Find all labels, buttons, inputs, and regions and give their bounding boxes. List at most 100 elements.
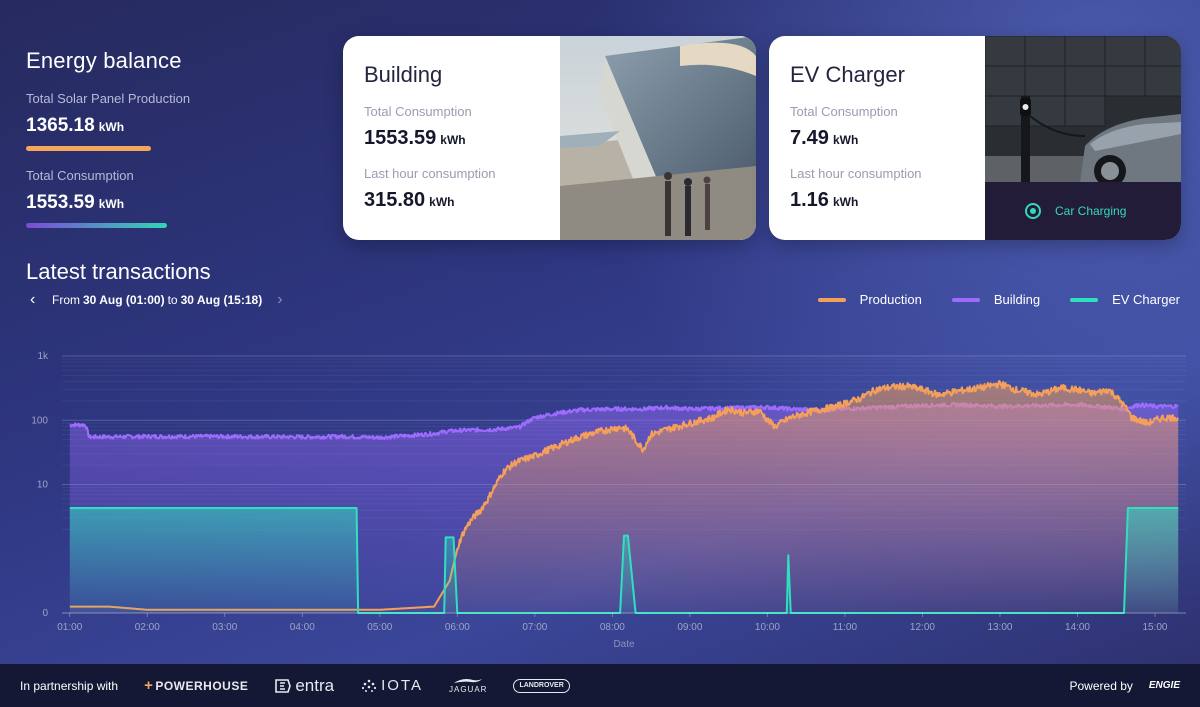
range-from-date: 30 Aug (01:00) <box>83 293 165 307</box>
solar-production-label: Total Solar Panel Production <box>26 91 191 106</box>
x-tick-label: 03:00 <box>212 622 237 633</box>
total-consumption-unit: kWh <box>98 197 125 211</box>
latest-transactions-title: Latest transactions <box>26 259 211 284</box>
building-total-consumption-value: 1553.59 kWh <box>364 127 496 150</box>
legend-swatch-building <box>951 297 980 302</box>
range-to-word: to <box>167 293 178 307</box>
legend-item-ev-charger[interactable]: EV Charger <box>1070 292 1180 307</box>
powered-by-label: Powered by <box>1069 678 1133 693</box>
x-tick-label: 10:00 <box>755 622 780 633</box>
y-tick-label: 100 <box>31 415 48 426</box>
ev-card-body: EV Charger Total Consumption 7.49 kWh Las… <box>790 62 922 212</box>
building-card-body: Building Total Consumption 1553.59 kWh La… <box>364 62 496 212</box>
charging-status-icon <box>1025 203 1041 219</box>
building-hour-unit: kWh <box>429 195 455 209</box>
ev-total-consumption-value: 7.49 kWh <box>790 127 922 150</box>
energy-balance-title: Energy balance <box>26 48 182 73</box>
building-photo <box>560 36 756 240</box>
building-total-number: 1553.59 <box>364 127 437 149</box>
solar-production-number: 1365.18 <box>26 115 95 136</box>
y-tick-label: 10 <box>37 480 49 491</box>
x-tick-label: 05:00 <box>367 622 392 633</box>
x-tick-label: 11:00 <box>833 622 858 633</box>
chevron-left-icon[interactable]: ‹ <box>30 291 36 308</box>
legend-label-building: Building <box>993 292 1041 307</box>
transactions-chart: 0 10 100 1k 01:00 02:00 03:00 04:00 05:00 06:00 07… <box>31 351 1186 650</box>
entra-logo: entra <box>274 676 334 696</box>
car-charging-status: Car Charging <box>985 182 1181 240</box>
series-area-ev <box>69 508 1179 613</box>
x-tick-label: 07:00 <box>522 622 547 633</box>
engie-logo: ENGIE <box>1148 680 1180 691</box>
legend-item-production[interactable]: Production <box>817 292 922 307</box>
iota-logo-text: IOTA <box>381 677 423 694</box>
x-tick-label: 14:00 <box>1065 622 1090 633</box>
x-tick-label: 13:00 <box>987 622 1012 633</box>
total-consumption-value: 1553.59 kWh <box>26 192 316 214</box>
range-from-word: From <box>52 293 80 307</box>
y-tick-label: 0 <box>42 608 48 619</box>
series-area-production <box>69 381 1179 613</box>
building-card-title: Building <box>364 62 443 87</box>
partners-list: In partnership with + POWERHOUSE entra I… <box>20 676 570 696</box>
iota-mark-icon <box>361 679 377 692</box>
land-rover-logo-bottom: ROVER <box>538 681 564 689</box>
series-line-ev <box>69 507 1179 614</box>
legend-label-ev-charger: EV Charger <box>1112 292 1180 307</box>
legend-swatch-ev-charger <box>1070 297 1099 302</box>
ev-hour-unit: kWh <box>832 195 859 209</box>
ev-total-number: 7.49 <box>790 127 829 149</box>
chart-series <box>69 380 1180 614</box>
x-tick-label: 06:00 <box>445 622 470 633</box>
powered-by: Powered by ENGIE <box>1070 679 1181 693</box>
powerhouse-logo: + POWERHOUSE <box>144 677 248 694</box>
jaguar-logo-text: JAGUAR <box>448 685 488 694</box>
iota-logo: IOTA <box>360 677 423 694</box>
chevron-right-icon[interactable]: › <box>277 291 283 308</box>
building-last-hour-value: 315.80 kWh <box>364 189 496 212</box>
x-tick-label: 09:00 <box>677 622 702 633</box>
jaguar-leaper-icon <box>454 679 483 683</box>
building-total-consumption-label: Total Consumption <box>364 104 472 119</box>
entra-logo-text: entra <box>295 675 335 695</box>
solar-production-unit: kWh <box>98 120 125 134</box>
building-card[interactable]: Building Total Consumption 1553.59 kWh La… <box>343 36 756 240</box>
x-axis-label: Date <box>613 639 635 650</box>
chart-axes: 0 10 100 1k 01:00 02:00 03:00 04:00 05:00 06:00 07… <box>31 351 1186 633</box>
partnership-label: In partnership with <box>20 678 119 693</box>
building-total-unit: kWh <box>440 133 466 147</box>
ev-charger-card[interactable]: EV Charger Total Consumption 7.49 kWh Las… <box>769 36 1181 240</box>
legend-label-production: Production <box>859 292 922 307</box>
solar-production-value: 1365.18 kWh <box>26 115 316 137</box>
total-consumption-label: Total Consumption <box>26 168 134 183</box>
ev-charger-photo <box>985 36 1181 182</box>
energy-balance-panel: Energy balance Total Solar Panel Product… <box>26 48 316 228</box>
x-tick-label: 04:00 <box>290 622 315 633</box>
land-rover-logo: LAND ROVER <box>513 678 570 693</box>
ev-total-unit: kWh <box>832 133 859 147</box>
x-tick-label: 01:00 <box>57 622 82 633</box>
total-consumption-bar <box>26 223 167 228</box>
date-range-selector: ‹ From 30 Aug (01:00) to 30 Aug (15:18) … <box>30 291 293 309</box>
jaguar-logo: JAGUAR <box>449 677 487 694</box>
powerhouse-plus-icon: + <box>144 677 154 694</box>
x-tick-label: 15:00 <box>1142 622 1167 633</box>
entra-mark-icon <box>275 678 292 693</box>
building-last-hour-label: Last hour consumption <box>364 166 496 181</box>
x-tick-label: 12:00 <box>910 622 935 633</box>
ev-hour-number: 1.16 <box>790 189 829 211</box>
x-tick-label: 08:00 <box>600 622 625 633</box>
ev-last-hour-value: 1.16 kWh <box>790 189 922 212</box>
range-to-date: 30 Aug (15:18) <box>180 293 263 307</box>
y-tick-label: 1k <box>37 351 49 362</box>
legend-swatch-production <box>817 297 846 302</box>
x-tick-label: 02:00 <box>135 622 160 633</box>
ev-total-consumption-label: Total Consumption <box>790 104 898 119</box>
land-rover-logo-top: LAND <box>519 681 539 689</box>
ev-last-hour-label: Last hour consumption <box>790 166 922 181</box>
car-charging-label: Car Charging <box>1055 204 1127 218</box>
building-hour-number: 315.80 <box>364 189 426 211</box>
chart-legend: Production Building EV Charger <box>788 292 1180 307</box>
legend-item-building[interactable]: Building <box>951 292 1041 307</box>
powerhouse-logo-text: POWERHOUSE <box>155 678 249 693</box>
